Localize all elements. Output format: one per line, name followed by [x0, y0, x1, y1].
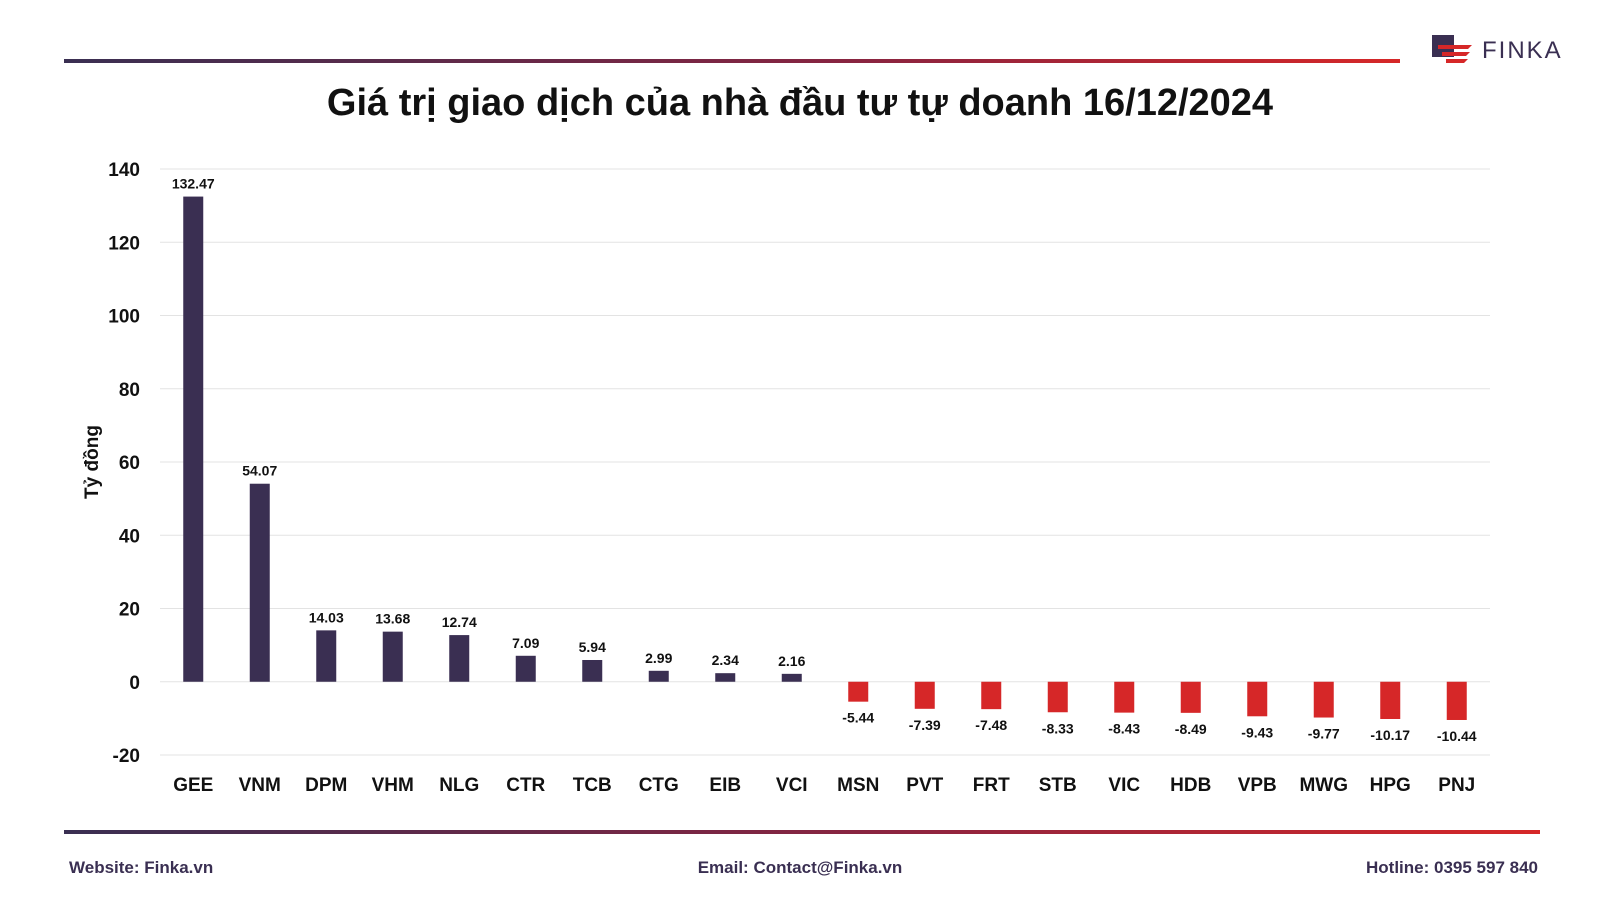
- data-label: 2.34: [712, 652, 739, 668]
- x-tick-label: VIC: [1108, 775, 1140, 796]
- hotline-label: Hotline:: [1366, 858, 1434, 877]
- y-tick-label: -20: [113, 746, 140, 767]
- website-link[interactable]: Finka.vn: [144, 858, 214, 877]
- bar-hpg: [1380, 681, 1401, 719]
- data-label: -7.48: [975, 717, 1007, 733]
- x-tick-label: TCB: [573, 775, 612, 796]
- x-tick-label: HPG: [1370, 775, 1411, 796]
- y-axis-label: Tỷ đồng: [82, 425, 103, 499]
- data-label: 2.99: [645, 650, 672, 666]
- y-tick-label: 20: [119, 600, 140, 621]
- footer-email: Email: Contact@Finka.vn: [0, 858, 1600, 878]
- bar-msn: [848, 681, 869, 702]
- y-tick-label: 0: [129, 673, 140, 694]
- data-label: -9.77: [1308, 726, 1340, 742]
- x-tick-label: FRT: [973, 775, 1010, 796]
- bar-ctr: [515, 655, 536, 682]
- email-label: Email:: [697, 858, 754, 877]
- bar-eib: [715, 673, 736, 682]
- bar-ctg: [648, 670, 669, 682]
- x-tick-label: MWG: [1299, 775, 1348, 796]
- data-label: -8.33: [1042, 720, 1074, 736]
- data-label: 5.94: [579, 639, 606, 655]
- data-label: 7.09: [512, 635, 539, 651]
- data-label: -10.17: [1370, 727, 1410, 743]
- x-tick-label: VHM: [372, 775, 414, 796]
- y-tick-label: 80: [119, 380, 140, 401]
- footer-hotline: Hotline: 0395 597 840: [1366, 858, 1538, 878]
- bar-pnj: [1446, 681, 1467, 720]
- logo-text: FINKA: [1482, 37, 1563, 64]
- bar-frt: [981, 681, 1002, 710]
- data-label: 12.74: [442, 614, 477, 630]
- bar-vci: [781, 673, 802, 682]
- website-label: Website:: [69, 858, 145, 877]
- footer-website: Website: Finka.vn: [69, 858, 213, 878]
- finka-logo: FINKA: [1432, 34, 1563, 68]
- y-tick-label: 100: [108, 307, 140, 328]
- data-label: 2.16: [778, 653, 805, 669]
- bar-mwg: [1313, 681, 1334, 718]
- data-label: 13.68: [375, 611, 410, 627]
- data-label: 54.07: [242, 463, 277, 479]
- top-divider: [64, 59, 1400, 63]
- x-tick-label: VCI: [776, 775, 808, 796]
- x-tick-label: HDB: [1170, 775, 1211, 796]
- x-tick-label: VNM: [239, 775, 281, 796]
- bar-vnm: [249, 483, 270, 682]
- data-label: -8.49: [1175, 721, 1207, 737]
- data-label: 132.47: [172, 176, 215, 192]
- x-tick-label: MSN: [837, 775, 879, 796]
- data-label: -8.43: [1108, 721, 1140, 737]
- x-tick-label: CTR: [506, 775, 545, 796]
- y-tick-label: 140: [108, 160, 140, 181]
- x-tick-label: VPB: [1238, 775, 1277, 796]
- x-tick-label: DPM: [305, 775, 347, 796]
- finka-logo-icon: [1432, 35, 1472, 63]
- y-tick-label: 120: [108, 233, 140, 254]
- x-tick-label: CTG: [639, 775, 679, 796]
- bar-vic: [1114, 681, 1135, 713]
- bar-pvt: [914, 681, 935, 709]
- x-tick-label: GEE: [173, 775, 213, 796]
- x-tick-label: PNJ: [1438, 775, 1475, 796]
- x-tick-label: PVT: [906, 775, 943, 796]
- bar-tcb: [582, 659, 603, 682]
- email-link[interactable]: Contact@Finka.vn: [753, 858, 903, 877]
- data-label: -10.44: [1437, 728, 1477, 744]
- bottom-divider: [64, 830, 1540, 834]
- chart-title: Giá trị giao dịch của nhà đầu tư tự doan…: [326, 82, 1274, 124]
- y-tick-label: 40: [119, 526, 140, 547]
- x-tick-label: NLG: [439, 775, 479, 796]
- bar-stb: [1047, 681, 1068, 713]
- bar-vhm: [382, 631, 403, 682]
- data-label: -7.39: [909, 717, 941, 733]
- bar-hdb: [1180, 681, 1201, 713]
- x-tick-label: STB: [1039, 775, 1077, 796]
- bar-gee: [183, 196, 204, 682]
- data-label: 14.03: [309, 609, 344, 625]
- hotline-number: 0395 597 840: [1434, 858, 1538, 877]
- bar-dpm: [316, 630, 337, 682]
- data-label: -5.44: [842, 710, 874, 726]
- data-label: -9.43: [1241, 724, 1273, 740]
- bar-nlg: [449, 635, 470, 682]
- y-tick-label: 60: [119, 453, 140, 474]
- x-tick-label: EIB: [709, 775, 741, 796]
- bar-chart: -20 0 20 40 60 80 100 120 140 Tỷ đồng 132.47 GEE 54.…: [82, 160, 1490, 796]
- bar-vpb: [1247, 681, 1268, 717]
